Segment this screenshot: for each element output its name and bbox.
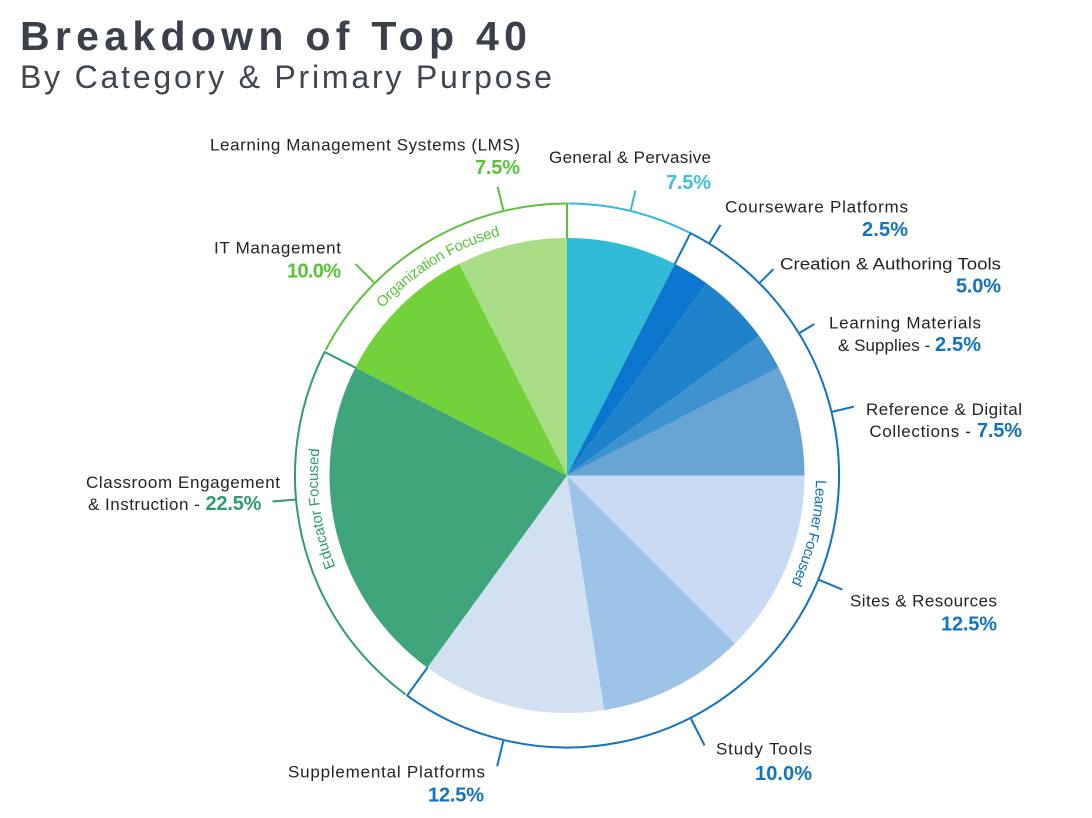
svg-text:Reference & Digital: Reference & Digital (866, 400, 1022, 419)
svg-text:Learning Management Systems (L: Learning Management Systems (LMS) (210, 136, 520, 155)
svg-text:2.5%: 2.5% (862, 219, 908, 241)
svg-text:10.0%: 10.0% (287, 261, 341, 283)
svg-text:Study Tools: Study Tools (716, 740, 812, 759)
svg-text:12.5%: 12.5% (428, 785, 484, 807)
svg-text:7.5%: 7.5% (475, 157, 520, 179)
svg-text:Collections - 7.5%: Collections - 7.5% (869, 420, 1022, 442)
svg-text:Courseware Platforms: Courseware Platforms (725, 198, 908, 217)
svg-text:IT Management: IT Management (214, 239, 341, 258)
svg-text:12.5%: 12.5% (941, 614, 997, 636)
svg-text:5.0%: 5.0% (956, 276, 1001, 298)
svg-text:Classroom Engagement: Classroom Engagement (86, 473, 280, 492)
svg-text:Creation & Authoring Tools: Creation & Authoring Tools (780, 255, 1001, 274)
svg-text:7.5%: 7.5% (666, 172, 711, 194)
svg-text:& Supplies - 2.5%: & Supplies - 2.5% (838, 334, 981, 356)
svg-text:10.0%: 10.0% (755, 763, 812, 785)
svg-text:Learning Materials: Learning Materials (829, 313, 981, 332)
svg-text:Sites & Resources: Sites & Resources (850, 591, 997, 610)
svg-text:Supplemental Platforms: Supplemental Platforms (288, 763, 485, 782)
svg-text:General & Pervasive: General & Pervasive (549, 148, 711, 167)
svg-text:& Instruction - 22.5%: & Instruction - 22.5% (88, 493, 262, 515)
